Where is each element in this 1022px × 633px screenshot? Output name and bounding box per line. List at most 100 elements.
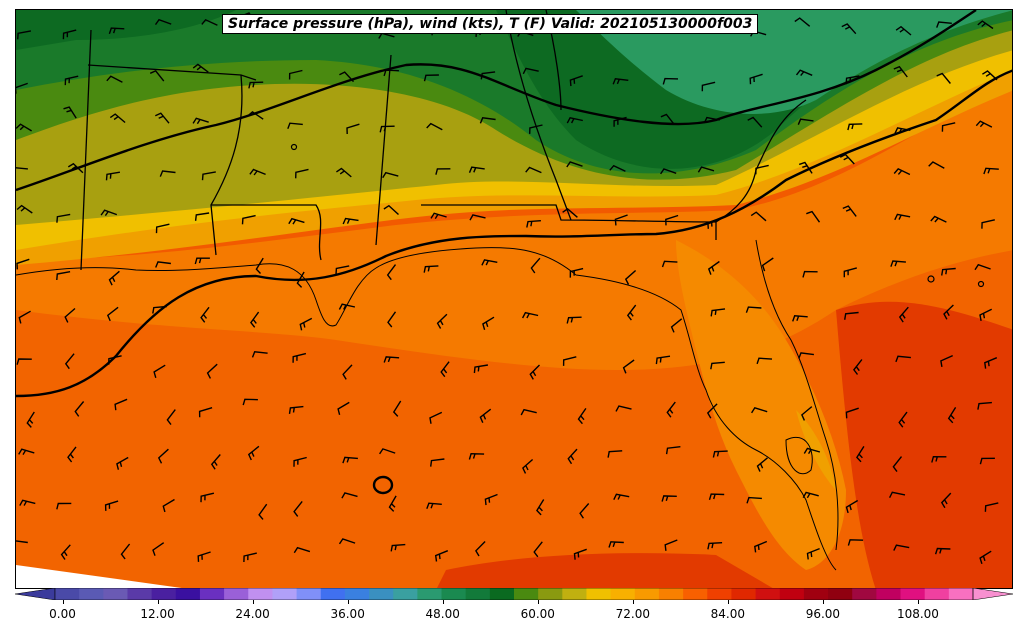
- wind-barb: [798, 161, 813, 174]
- wind-barb: [984, 502, 999, 512]
- wind-barb: [536, 499, 545, 516]
- colorbar-tickmark: [727, 600, 729, 604]
- wind-barb: [386, 264, 397, 281]
- colorbar-tick-label: 0.00: [49, 607, 76, 621]
- wind-barb: [609, 164, 626, 172]
- colorbar-segment: [731, 588, 757, 600]
- wind-barb: [484, 493, 498, 506]
- wind-barb: [566, 161, 583, 168]
- wind-barb: [60, 544, 71, 560]
- wind-barb: [756, 357, 773, 365]
- colorbar-segment: [538, 588, 563, 600]
- wind-barb: [856, 446, 865, 463]
- wind-barb: [166, 409, 176, 426]
- wind-barb: [666, 401, 676, 418]
- wind-barb: [157, 448, 169, 464]
- wind-barb: [893, 65, 908, 78]
- wind-barb: [16, 358, 32, 365]
- colorbar-tickmark: [442, 600, 444, 604]
- colorbar-segment: [369, 588, 394, 600]
- wind-barb: [152, 542, 165, 556]
- wind-barb: [579, 503, 590, 519]
- wind-barb: [287, 122, 303, 130]
- wind-barb: [569, 267, 584, 278]
- wind-barb: [108, 27, 125, 35]
- colorbar-segment: [948, 588, 974, 600]
- wind-barb: [247, 111, 264, 120]
- wind-barb: [975, 120, 993, 128]
- wind-barb: [338, 303, 356, 310]
- wind-barb: [56, 271, 71, 281]
- wind-barb: [16, 167, 28, 170]
- colorbar-segment: [562, 588, 587, 600]
- wind-barb: [468, 166, 485, 173]
- wind-barb: [661, 260, 678, 268]
- wind-barb: [795, 69, 813, 77]
- wind-barb: [383, 69, 399, 77]
- wind-barb: [379, 448, 396, 455]
- wind-barb: [797, 118, 814, 125]
- wind-barb: [382, 171, 399, 179]
- wind-barb: [335, 265, 350, 275]
- colorbar-segment: [79, 588, 104, 600]
- wind-barb: [747, 116, 763, 128]
- colorbar-segment: [779, 588, 805, 600]
- wind-barb: [697, 166, 715, 173]
- wind-barb: [201, 171, 216, 181]
- wind-barb: [104, 500, 119, 511]
- wind-barb: [890, 260, 906, 267]
- wind-barbs: [16, 12, 999, 565]
- wind-barb: [520, 408, 537, 416]
- colorbar-segment: [224, 588, 249, 600]
- wind-barb: [655, 355, 671, 365]
- wind-barb: [746, 496, 762, 504]
- wind-barb: [62, 29, 77, 40]
- wind-barb: [192, 63, 209, 73]
- wind-barb: [468, 452, 485, 460]
- colorbar-segment: [900, 588, 926, 600]
- wind-barb: [200, 492, 215, 503]
- wind-barb: [288, 217, 305, 225]
- wind-barb: [794, 17, 811, 27]
- wind-barb: [18, 448, 35, 455]
- wind-barb: [943, 304, 954, 320]
- wind-barb: [974, 263, 991, 271]
- wind-barb: [522, 458, 534, 474]
- wind-barb: [251, 351, 268, 358]
- wind-barb: [898, 306, 909, 323]
- colorbar-segment: [489, 588, 515, 600]
- wind-barb: [346, 123, 360, 135]
- wind-barb: [845, 75, 860, 85]
- colorbar-segment: [248, 588, 273, 600]
- wind-barb: [206, 363, 218, 379]
- wind-barb: [607, 450, 623, 458]
- wind-barb: [18, 310, 31, 324]
- wind-barb: [710, 361, 725, 370]
- wind-barb: [16, 540, 28, 544]
- wind-barb: [936, 21, 952, 28]
- colorbar-tickmark: [347, 600, 349, 604]
- wind-barb: [67, 162, 84, 174]
- colorbar-segment: [803, 588, 829, 600]
- wind-barb: [529, 364, 540, 380]
- wind-barb: [665, 214, 679, 226]
- wind-barb: [56, 502, 72, 510]
- wind-barb: [893, 168, 911, 176]
- wind-barb: [430, 212, 447, 220]
- wind-barb: [661, 495, 677, 502]
- wind-barb: [295, 168, 309, 179]
- wind-barb: [894, 213, 911, 221]
- wind-barb: [930, 215, 947, 223]
- wind-barb: [979, 457, 995, 465]
- wind-barb: [480, 71, 496, 80]
- colorbar-segment: [441, 588, 467, 600]
- wind-barb: [612, 78, 629, 85]
- wind-barb: [756, 457, 768, 472]
- wind-barb: [159, 170, 176, 177]
- coastline: [16, 239, 839, 571]
- colorbar: [15, 588, 1013, 600]
- wind-barb: [342, 217, 359, 225]
- wind-barb: [562, 356, 577, 366]
- wind-barb: [566, 316, 582, 324]
- wind-barb: [194, 257, 210, 265]
